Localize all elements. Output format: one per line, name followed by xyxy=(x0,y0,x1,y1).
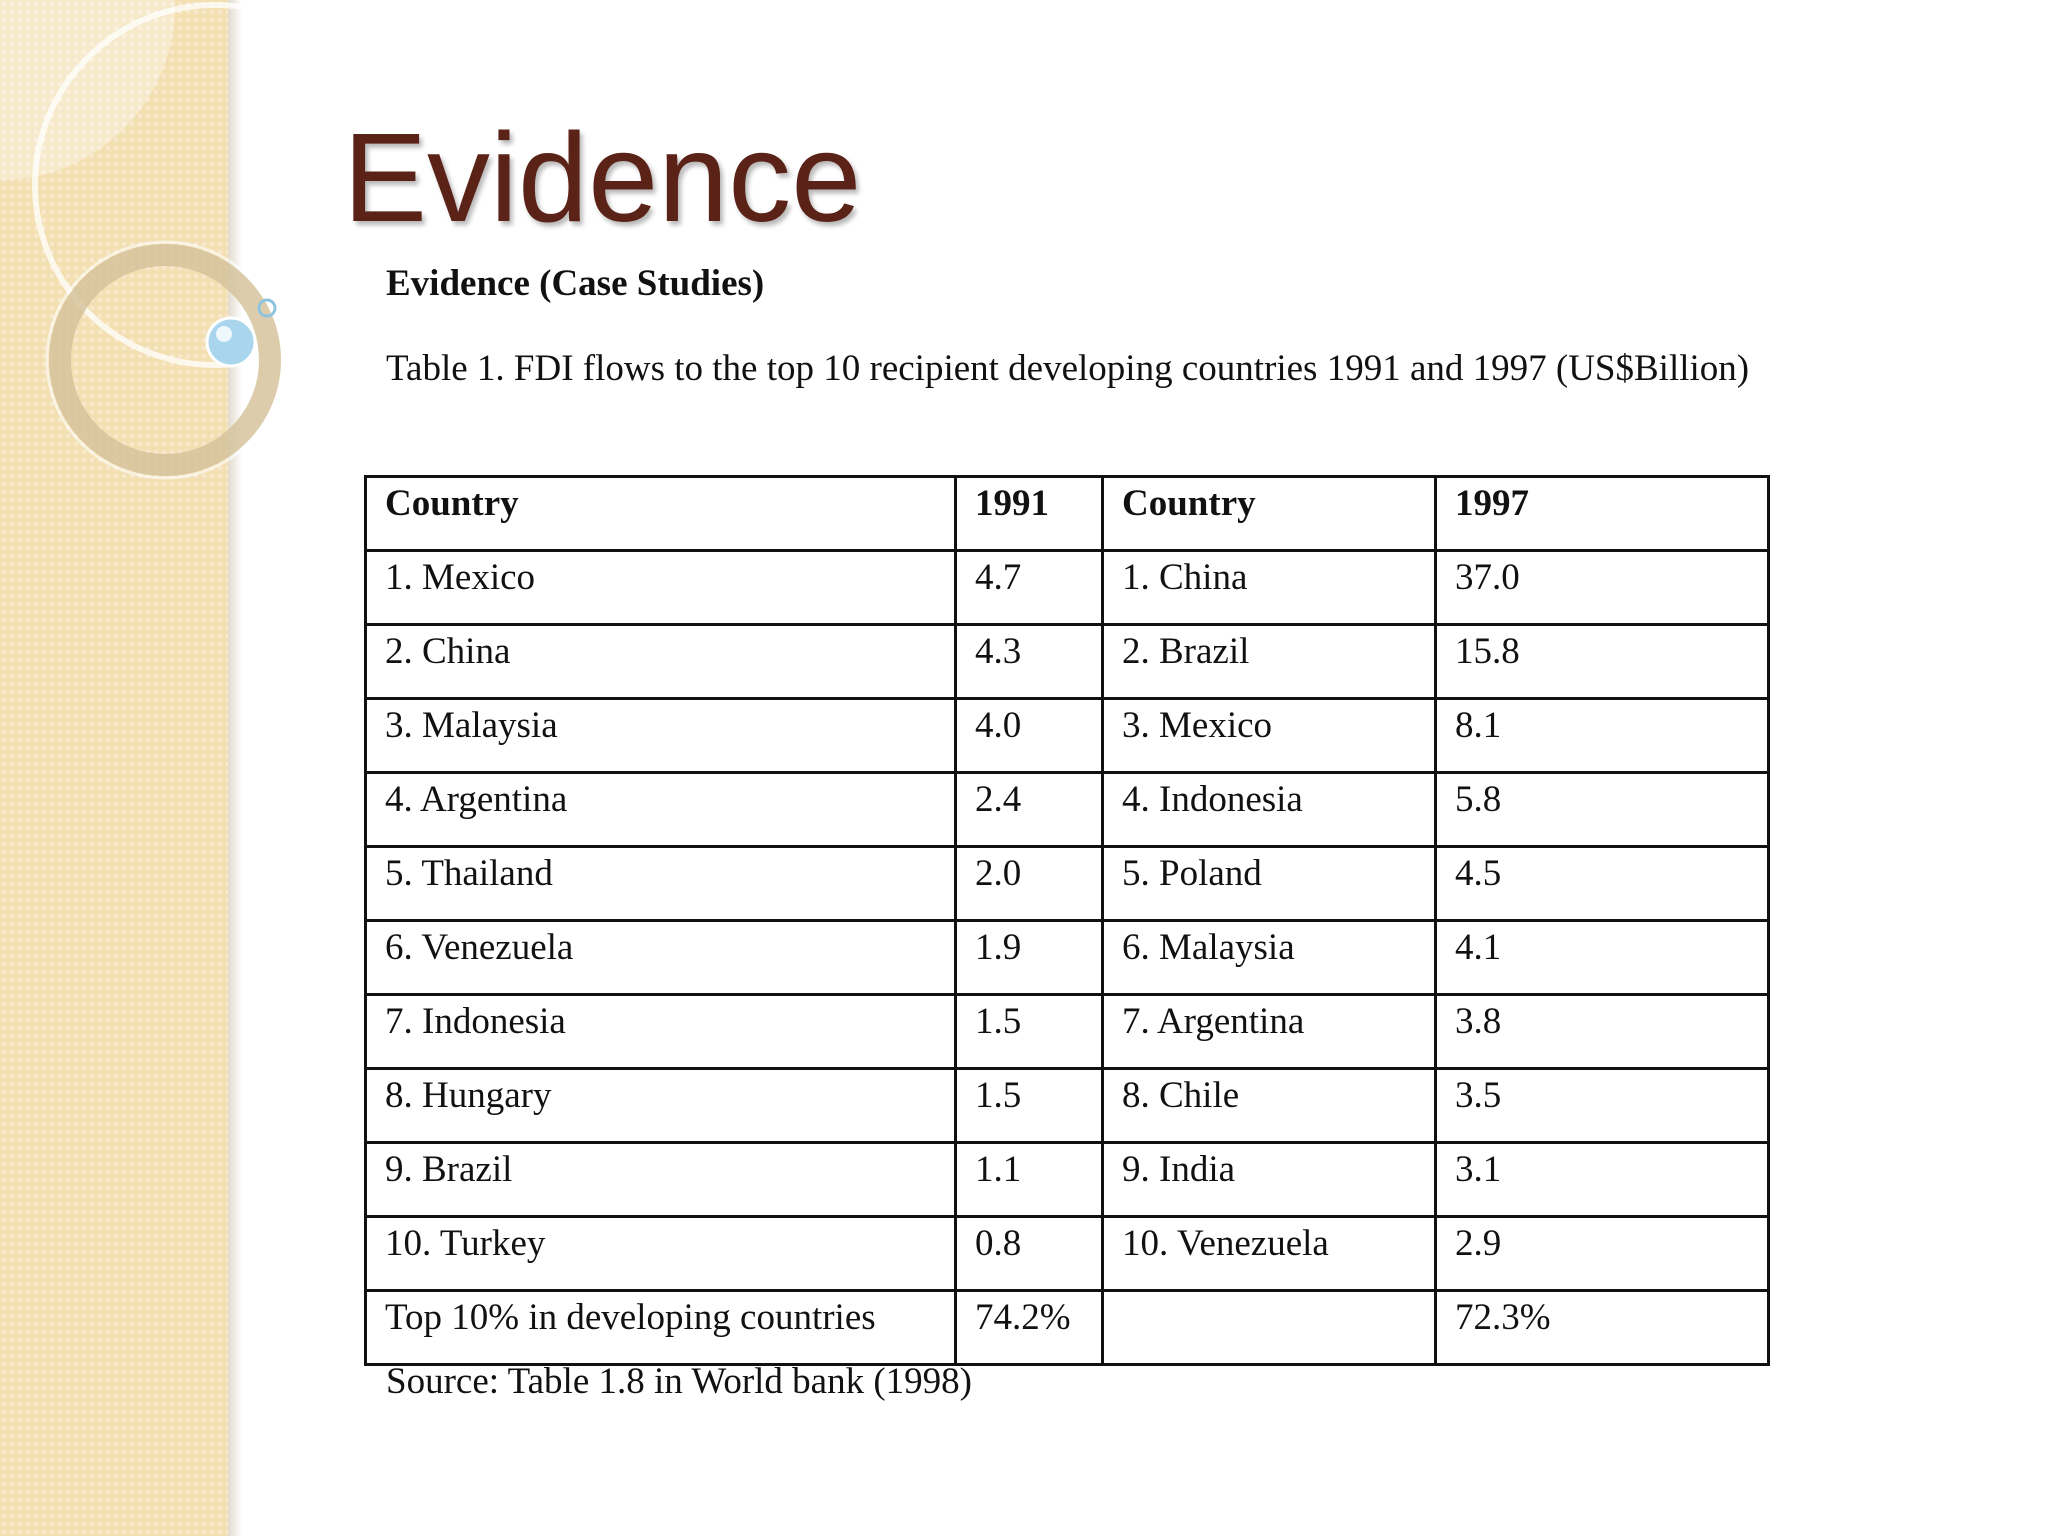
header-cell: Country xyxy=(1101,475,1437,552)
table-cell: 2. Brazil xyxy=(1101,623,1437,700)
table-cell: 0.8 xyxy=(954,1215,1104,1292)
table-cell: 4.1 xyxy=(1434,919,1770,996)
slide-title: Evidence xyxy=(343,107,862,248)
section-heading: Evidence (Case Studies) xyxy=(386,263,765,304)
table-cell xyxy=(1101,1289,1437,1366)
table-cell: 3. Malaysia xyxy=(364,697,957,774)
table-cell: 7. Indonesia xyxy=(364,993,957,1070)
small-bubble-icon xyxy=(257,298,277,318)
table-cell: 8.1 xyxy=(1434,697,1770,774)
table-cell: 4. Argentina xyxy=(364,771,957,848)
table-row: 6. Venezuela 1.9 6. Malaysia 4.1 xyxy=(364,919,1770,996)
table-cell: 2.9 xyxy=(1434,1215,1770,1292)
table-row: 1. Mexico 4.7 1. China 37.0 xyxy=(364,549,1770,626)
table-cell: 72.3% xyxy=(1434,1289,1770,1366)
header-cell: 1991 xyxy=(954,475,1104,552)
table-cell: 9. Brazil xyxy=(364,1141,957,1218)
table-cell: 5.8 xyxy=(1434,771,1770,848)
table-cell: 1. China xyxy=(1101,549,1437,626)
fdi-table: Country 1991 Country 1997 1. Mexico 4.7 … xyxy=(364,475,1770,1366)
table-caption: Table 1. FDI flows to the top 10 recipie… xyxy=(386,348,1750,389)
table-cell: 8. Chile xyxy=(1101,1067,1437,1144)
table-row: 2. China 4.3 2. Brazil 15.8 xyxy=(364,623,1770,700)
table-cell: 4.5 xyxy=(1434,845,1770,922)
table-row: 10. Turkey 0.8 10. Venezuela 2.9 xyxy=(364,1215,1770,1292)
table-cell: 10. Venezuela xyxy=(1101,1215,1437,1292)
table-cell: 3.1 xyxy=(1434,1141,1770,1218)
table-header-row: Country 1991 Country 1997 xyxy=(364,475,1770,552)
table-cell: 4.3 xyxy=(954,623,1104,700)
table-cell: 74.2% xyxy=(954,1289,1104,1366)
table-total-row: Top 10% in developing countries 74.2% 72… xyxy=(364,1289,1770,1366)
table-cell: 5. Thailand xyxy=(364,845,957,922)
table-cell: 3. Mexico xyxy=(1101,697,1437,774)
decorative-rings xyxy=(0,0,398,480)
table-row: 9. Brazil 1.1 9. India 3.1 xyxy=(364,1141,1770,1218)
table-cell: 6. Venezuela xyxy=(364,919,957,996)
table-cell: 2.4 xyxy=(954,771,1104,848)
table-cell: 1.9 xyxy=(954,919,1104,996)
table-row: 5. Thailand 2.0 5. Poland 4.5 xyxy=(364,845,1770,922)
table-cell: 4.7 xyxy=(954,549,1104,626)
source-note: Source: Table 1.8 in World bank (1998) xyxy=(386,1361,972,1402)
table-cell: 9. India xyxy=(1101,1141,1437,1218)
table-cell: Top 10% in developing countries xyxy=(364,1289,957,1366)
table-cell: 10. Turkey xyxy=(364,1215,957,1292)
table-cell: 1.5 xyxy=(954,993,1104,1070)
table-row: 4. Argentina 2.4 4. Indonesia 5.8 xyxy=(364,771,1770,848)
table-cell: 3.8 xyxy=(1434,993,1770,1070)
table-row: 7. Indonesia 1.5 7. Argentina 3.8 xyxy=(364,993,1770,1070)
table-row: 8. Hungary 1.5 8. Chile 3.5 xyxy=(364,1067,1770,1144)
table-cell: 2.0 xyxy=(954,845,1104,922)
header-cell: Country xyxy=(364,475,957,552)
table-cell: 8. Hungary xyxy=(364,1067,957,1144)
table-cell: 4. Indonesia xyxy=(1101,771,1437,848)
table-cell: 2. China xyxy=(364,623,957,700)
table-cell: 4.0 xyxy=(954,697,1104,774)
table-cell: 5. Poland xyxy=(1101,845,1437,922)
table-cell: 1. Mexico xyxy=(364,549,957,626)
table-row: 3. Malaysia 4.0 3. Mexico 8.1 xyxy=(364,697,1770,774)
table-cell: 37.0 xyxy=(1434,549,1770,626)
table-cell: 1.5 xyxy=(954,1067,1104,1144)
table-cell: 1.1 xyxy=(954,1141,1104,1218)
table-cell: 6. Malaysia xyxy=(1101,919,1437,996)
side-band-shadow xyxy=(228,0,242,1536)
bubble-icon xyxy=(205,316,257,368)
table-cell: 15.8 xyxy=(1434,623,1770,700)
table-cell: 3.5 xyxy=(1434,1067,1770,1144)
table-cell: 7. Argentina xyxy=(1101,993,1437,1070)
header-cell: 1997 xyxy=(1434,475,1770,552)
